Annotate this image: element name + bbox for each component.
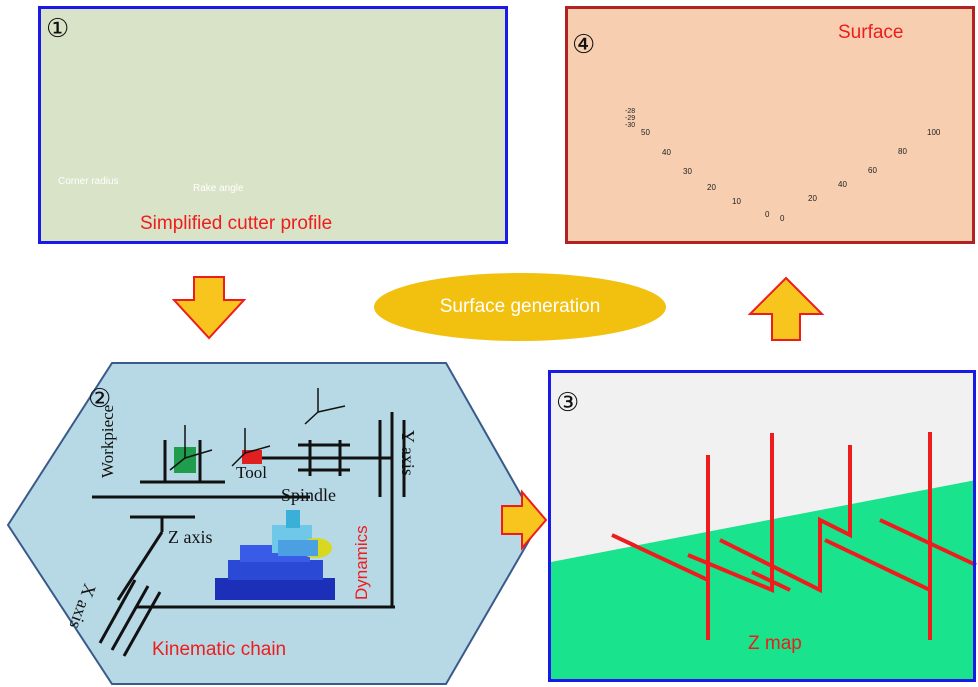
kinematic-chain-lines — [92, 412, 406, 657]
x-tick-10: 10 — [732, 197, 741, 206]
kinematic-chain-caption: Kinematic chain — [152, 639, 287, 660]
bottom-tick-0: 0 — [780, 214, 785, 223]
right-arrow — [501, 489, 548, 551]
z-tick: -29 — [625, 115, 636, 122]
rake-angle-label: Rake angle — [193, 183, 244, 194]
y-tick-80: 80 — [898, 147, 907, 156]
y-tick-40: 40 — [838, 180, 847, 189]
step-number-3: ③ — [556, 388, 580, 418]
zmap-graphic — [551, 432, 977, 679]
step-number-4: ④ — [572, 30, 596, 60]
workpiece-block — [174, 447, 196, 473]
cutter-profile-caption: Simplified cutter profile — [140, 213, 333, 234]
coordinate-frames — [169, 388, 346, 471]
corner-radius-label: Corner radius — [58, 176, 119, 187]
x-tick-20: 20 — [707, 183, 716, 192]
down-arrow — [171, 276, 247, 340]
y-tick-20: 20 — [808, 194, 817, 203]
tool-block — [242, 450, 262, 464]
step-number-2: ② — [88, 384, 112, 414]
cutter-profile-panel — [38, 6, 508, 244]
workpiece-label: Workpiece — [98, 404, 117, 478]
up-arrow — [747, 276, 825, 341]
x-tick-40: 40 — [662, 148, 671, 157]
surface-title: Surface — [838, 22, 904, 43]
step-number-1: ① — [46, 14, 70, 44]
x-tick-0: 0 — [765, 210, 770, 219]
zmap-panel — [548, 370, 976, 682]
surface-generation-ellipse — [374, 273, 666, 341]
dynamics-label: Dynamics — [352, 525, 371, 600]
z-tick-labels: -28 -29 -30 — [625, 108, 635, 129]
x-tick-30: 30 — [683, 167, 692, 176]
y-tick-60: 60 — [868, 166, 877, 175]
y-axis-label: Y axis — [398, 430, 418, 476]
surface-panel — [565, 6, 975, 244]
zmap-caption: Z map — [748, 633, 802, 654]
machine-tool-icon — [215, 510, 335, 600]
surface-generation-label: Surface generation — [439, 296, 601, 317]
x-tick-50: 50 — [641, 128, 650, 137]
z-axis-label: Z axis — [168, 527, 213, 547]
tool-label: Tool — [236, 463, 267, 482]
y-tick-100: 100 — [927, 128, 941, 137]
spindle-label: Spindle — [281, 485, 337, 505]
z-tick: -28 — [625, 108, 636, 115]
z-tick: -30 — [625, 122, 636, 129]
